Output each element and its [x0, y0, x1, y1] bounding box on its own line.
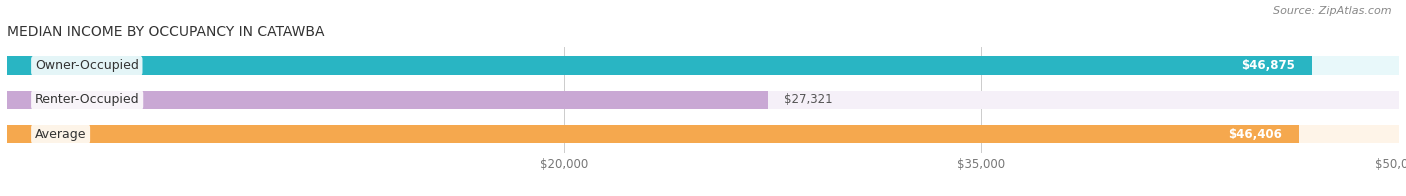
- Text: $27,321: $27,321: [785, 93, 832, 106]
- Text: $46,875: $46,875: [1241, 59, 1295, 72]
- Text: Average: Average: [35, 128, 86, 141]
- Text: $46,406: $46,406: [1229, 128, 1282, 141]
- Bar: [7, 91, 768, 109]
- Bar: [7, 56, 1399, 75]
- Text: Source: ZipAtlas.com: Source: ZipAtlas.com: [1274, 6, 1392, 16]
- Text: Renter-Occupied: Renter-Occupied: [35, 93, 139, 106]
- Bar: [7, 125, 1399, 143]
- Bar: [7, 91, 1399, 109]
- Bar: [7, 125, 1299, 143]
- Bar: [7, 56, 1312, 75]
- Text: Owner-Occupied: Owner-Occupied: [35, 59, 139, 72]
- Text: MEDIAN INCOME BY OCCUPANCY IN CATAWBA: MEDIAN INCOME BY OCCUPANCY IN CATAWBA: [7, 25, 325, 39]
